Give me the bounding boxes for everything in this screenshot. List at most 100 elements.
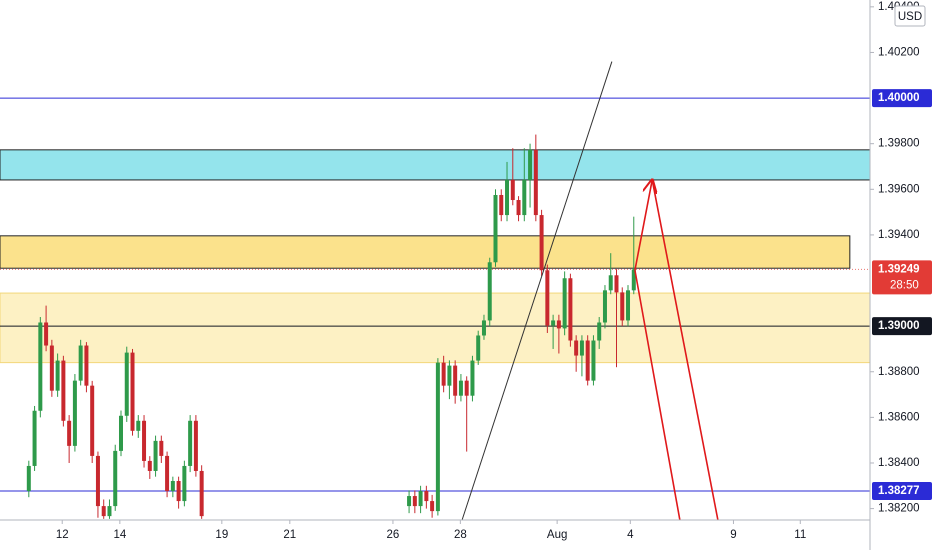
candle-body (84, 345, 89, 386)
candle-body (188, 420, 193, 466)
candle-body (533, 149, 538, 216)
x-tick-label: Aug (547, 529, 567, 541)
candle-body (72, 380, 77, 446)
candle-body (118, 415, 123, 451)
candle-body (464, 380, 469, 396)
price-label: 1.40000 (878, 92, 920, 104)
candle-body (574, 340, 579, 356)
candle-body (424, 491, 429, 502)
candle-body (476, 335, 481, 361)
candle-body (458, 380, 463, 396)
y-tick-label: 1.38600 (878, 411, 920, 423)
x-tick-label: 9 (730, 529, 736, 541)
candle-body (44, 322, 49, 346)
candle-body (493, 195, 498, 263)
candle-body (430, 501, 435, 512)
candle-body (165, 455, 170, 492)
candle-body (407, 496, 412, 507)
candle-body (487, 262, 492, 321)
x-tick-label: 28 (454, 529, 467, 541)
unit-box (894, 5, 926, 27)
price-label-box (872, 89, 932, 108)
candle-body (516, 200, 521, 216)
drawing-line (651, 179, 719, 521)
price-label-box (872, 482, 932, 501)
candle-body (113, 450, 118, 507)
candle-body (153, 440, 158, 471)
y-tick-label: 1.39600 (878, 183, 920, 195)
zone (0, 235, 851, 269)
candle-body (159, 440, 164, 456)
candle-body (95, 455, 100, 507)
candle-body (193, 420, 198, 471)
drawing-line (634, 180, 652, 271)
candle-body (147, 460, 152, 471)
candle-body (499, 195, 504, 216)
candle-body (528, 149, 533, 180)
x-tick-label: 19 (215, 529, 228, 541)
candle-body (38, 322, 43, 411)
candle-body (585, 340, 590, 381)
price-label-box (872, 260, 932, 295)
candle-body (614, 275, 619, 293)
x-tick-label: 21 (283, 529, 296, 541)
drawing-line (634, 270, 681, 521)
y-tick-label: 1.38800 (878, 366, 920, 378)
candle-body (568, 278, 573, 341)
candle-body (447, 365, 452, 386)
x-tick-label: 11 (794, 529, 806, 541)
price-label-box (872, 317, 932, 336)
candle-body (522, 179, 527, 216)
candle-body (61, 360, 66, 421)
candle-body (539, 215, 544, 271)
candle-body (505, 179, 510, 216)
candle-body (67, 420, 72, 446)
candle-body (182, 465, 187, 502)
x-tick-label: 4 (627, 529, 634, 541)
candle-body (107, 506, 112, 517)
price-label: 1.39000 (878, 320, 920, 332)
candle-body (176, 481, 181, 502)
candle-body (199, 470, 204, 517)
candle-body (562, 278, 567, 329)
candle-body (545, 270, 550, 326)
candle-body (435, 362, 440, 512)
candle-body (551, 320, 556, 326)
candle-body (136, 420, 141, 431)
candle-body (170, 481, 175, 492)
candle-body (78, 345, 83, 381)
candle-body (602, 290, 607, 323)
candle-body (620, 292, 625, 321)
candle-body (510, 179, 515, 201)
y-tick-label: 1.39800 (878, 138, 920, 150)
candle-body (90, 385, 95, 456)
candle-body (418, 491, 423, 507)
y-tick-label: 1.39400 (878, 229, 920, 241)
candle-body (608, 275, 613, 291)
candle-body (579, 340, 584, 356)
candle-body (556, 320, 561, 329)
candle-body (49, 345, 54, 391)
x-tick-label: 14 (113, 529, 126, 541)
y-tick-label: 1.38200 (878, 503, 920, 515)
x-tick-label: 12 (56, 529, 69, 541)
drawing-line (461, 61, 613, 521)
unit-label: USD (898, 11, 922, 23)
candle-body (412, 496, 417, 507)
x-tick-label: 26 (387, 529, 400, 541)
price-label: 1.38277 (878, 485, 920, 497)
candle-body (626, 290, 631, 321)
candle-body (32, 410, 37, 466)
countdown-label: 28:50 (890, 279, 919, 291)
candle-body (481, 320, 486, 336)
y-tick-label: 1.40200 (878, 46, 920, 58)
zone (0, 292, 871, 364)
candle-body (441, 362, 446, 386)
candle-body (130, 352, 135, 431)
zone (0, 149, 871, 181)
candle-body (142, 420, 147, 461)
candle-body (597, 322, 602, 341)
candle-body (26, 465, 31, 492)
